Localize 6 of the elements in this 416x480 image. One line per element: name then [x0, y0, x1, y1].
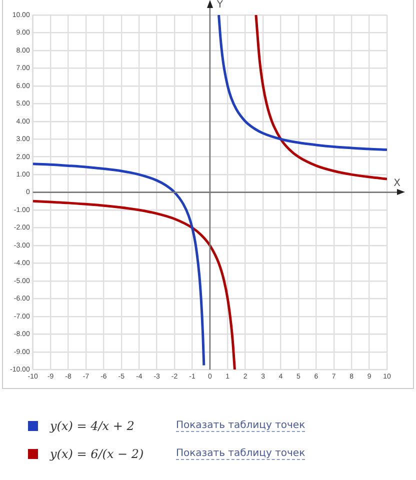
text: Показать таблицу точек	[176, 448, 306, 460]
y-axis-title: Y	[216, 0, 224, 11]
legend-label: y(x) = 4/x + 2	[50, 419, 136, 433]
x-axis-title: X	[394, 178, 401, 189]
text: Показать таблицу точек	[176, 420, 306, 432]
legend-label: y(x) = 6/(x − 2)	[50, 447, 145, 461]
